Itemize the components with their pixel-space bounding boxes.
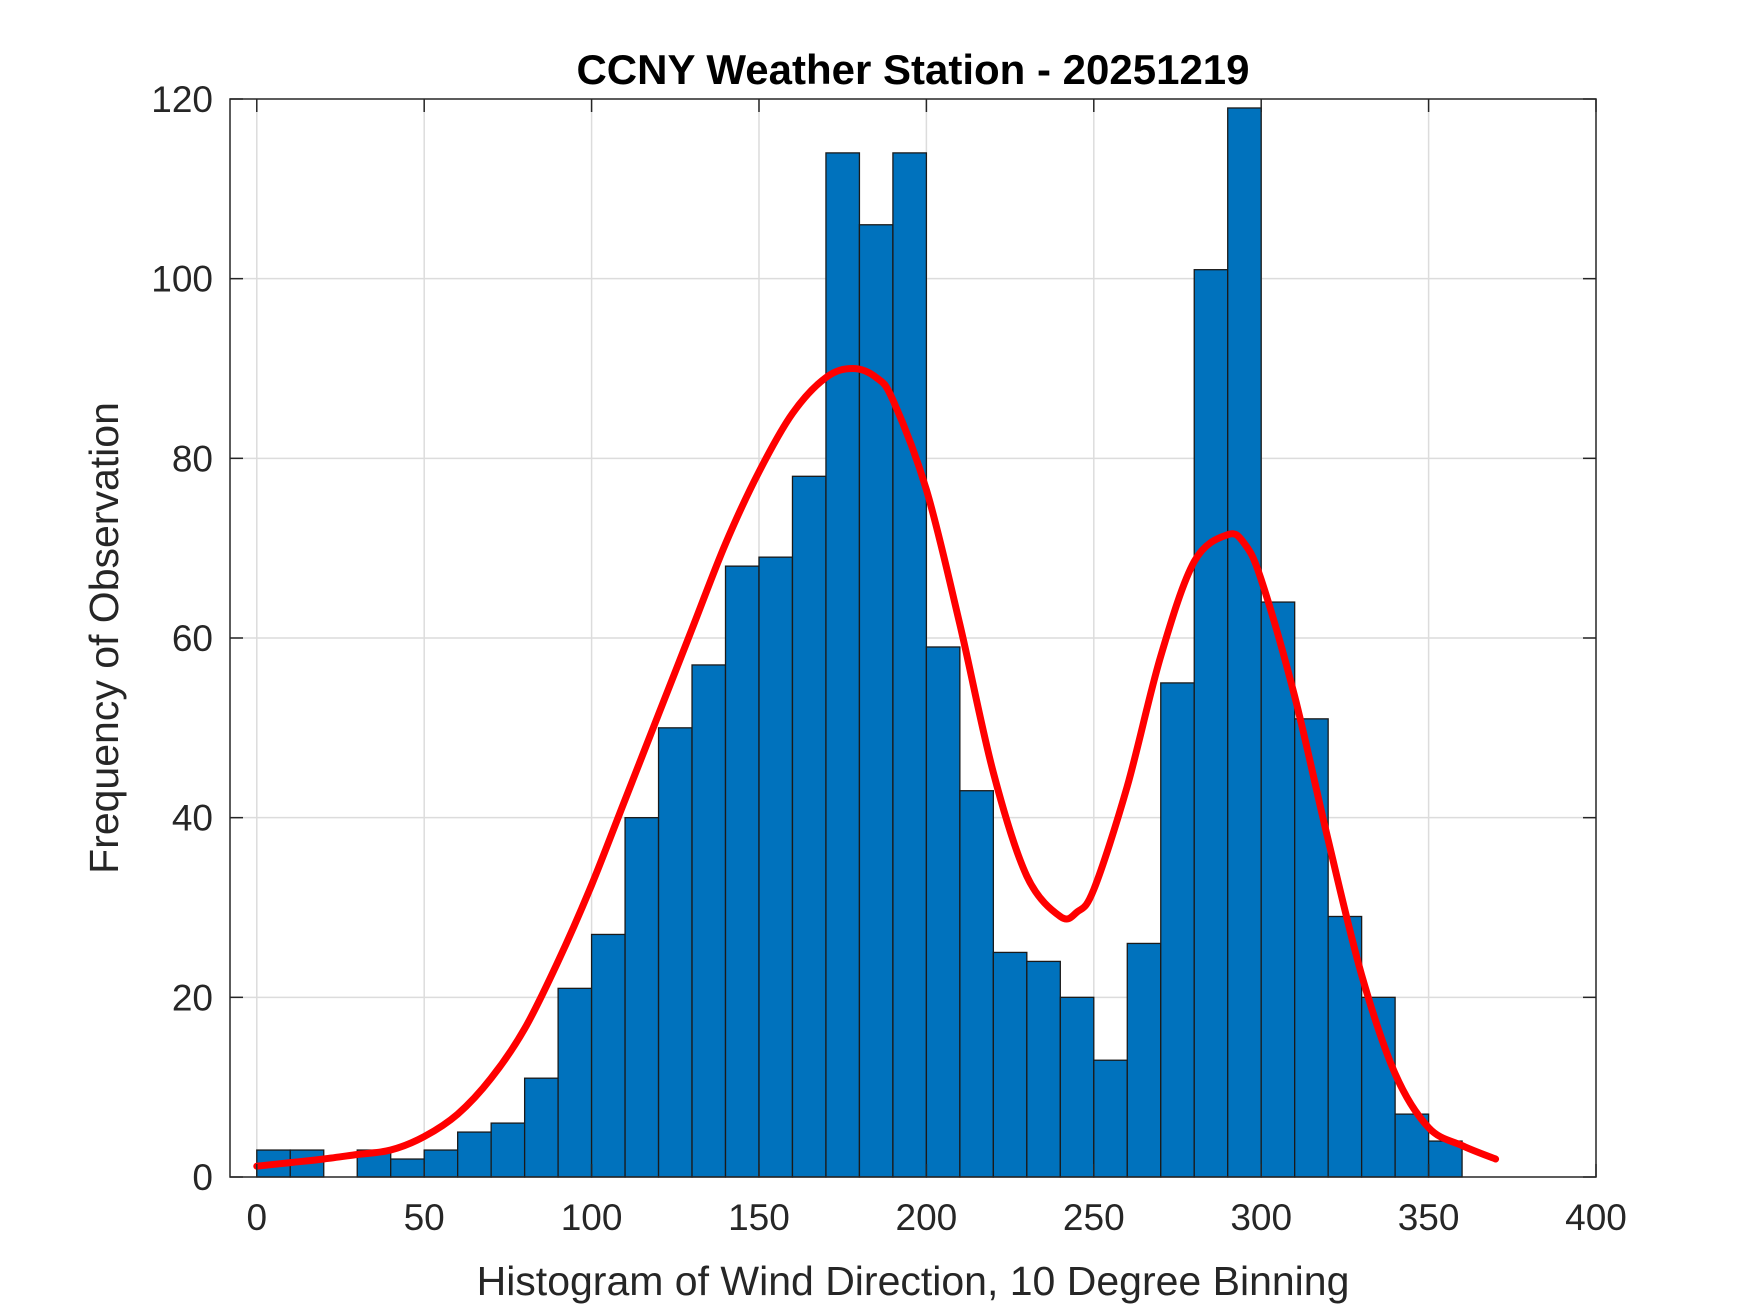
histogram-bar [390,1158,425,1178]
y-tick-label: 100 [151,259,213,300]
y-tick-label: 120 [151,79,213,120]
histogram-bar [457,1131,492,1178]
x-tick-label: 200 [896,1197,958,1238]
histogram-bar [1193,269,1229,1178]
histogram-bar [1093,1059,1128,1178]
histogram-bar [1160,682,1195,1178]
histogram-bars [256,107,1463,1178]
y-tick-label: 40 [172,798,213,839]
axis-ticks [230,98,1597,1178]
x-tick-label: 150 [728,1197,790,1238]
y-axis-label: Frequency of Observation [81,402,127,874]
histogram-bar [1126,942,1162,1178]
histogram-bar [758,556,794,1178]
y-tick-label: 80 [172,438,213,479]
x-tick-label: 250 [1063,1197,1125,1238]
histogram-bar [959,790,995,1178]
x-tick-label: 0 [246,1197,267,1238]
histogram-bar [925,646,961,1178]
histogram-bar [523,1077,559,1178]
histogram-bar [724,565,760,1178]
histogram-bar [992,951,1028,1178]
y-tick-labels: 0 20 40 60 80 100 120 [151,79,213,1198]
x-axis-label: Histogram of Wind Direction, 10 Degree B… [477,1258,1350,1304]
histogram-bar [1026,960,1061,1178]
histogram-bar [657,727,693,1178]
x-tick-label: 350 [1398,1197,1460,1238]
x-tick-labels: 0 50 100 150 200 250 300 350 400 [246,1197,1626,1238]
chart-title: CCNY Weather Station - 20251219 [576,46,1249,93]
x-tick-label: 300 [1230,1197,1292,1238]
histogram-bar [1260,601,1296,1178]
x-tick-label: 100 [561,1197,623,1238]
histogram-bar [791,475,827,1178]
y-tick-label: 20 [172,977,213,1018]
y-tick-label: 60 [172,618,213,659]
histogram-bar [825,152,861,1178]
x-tick-label: 50 [404,1197,445,1238]
histogram-bar [590,933,626,1178]
histogram-bar [691,664,727,1178]
fit-curve-group [253,365,1500,1170]
histogram-bar [892,152,928,1178]
y-tick-label: 0 [192,1157,213,1198]
histogram-bar [624,817,660,1178]
histogram-bar [1059,996,1095,1178]
histogram-bar [490,1122,526,1178]
histogram-bar [557,987,593,1178]
fit-curve-line [253,365,1500,1170]
x-tick-label: 400 [1565,1197,1627,1238]
histogram-bar [1294,718,1329,1178]
histogram-bar [1227,107,1262,1178]
histogram-bar [423,1149,459,1178]
